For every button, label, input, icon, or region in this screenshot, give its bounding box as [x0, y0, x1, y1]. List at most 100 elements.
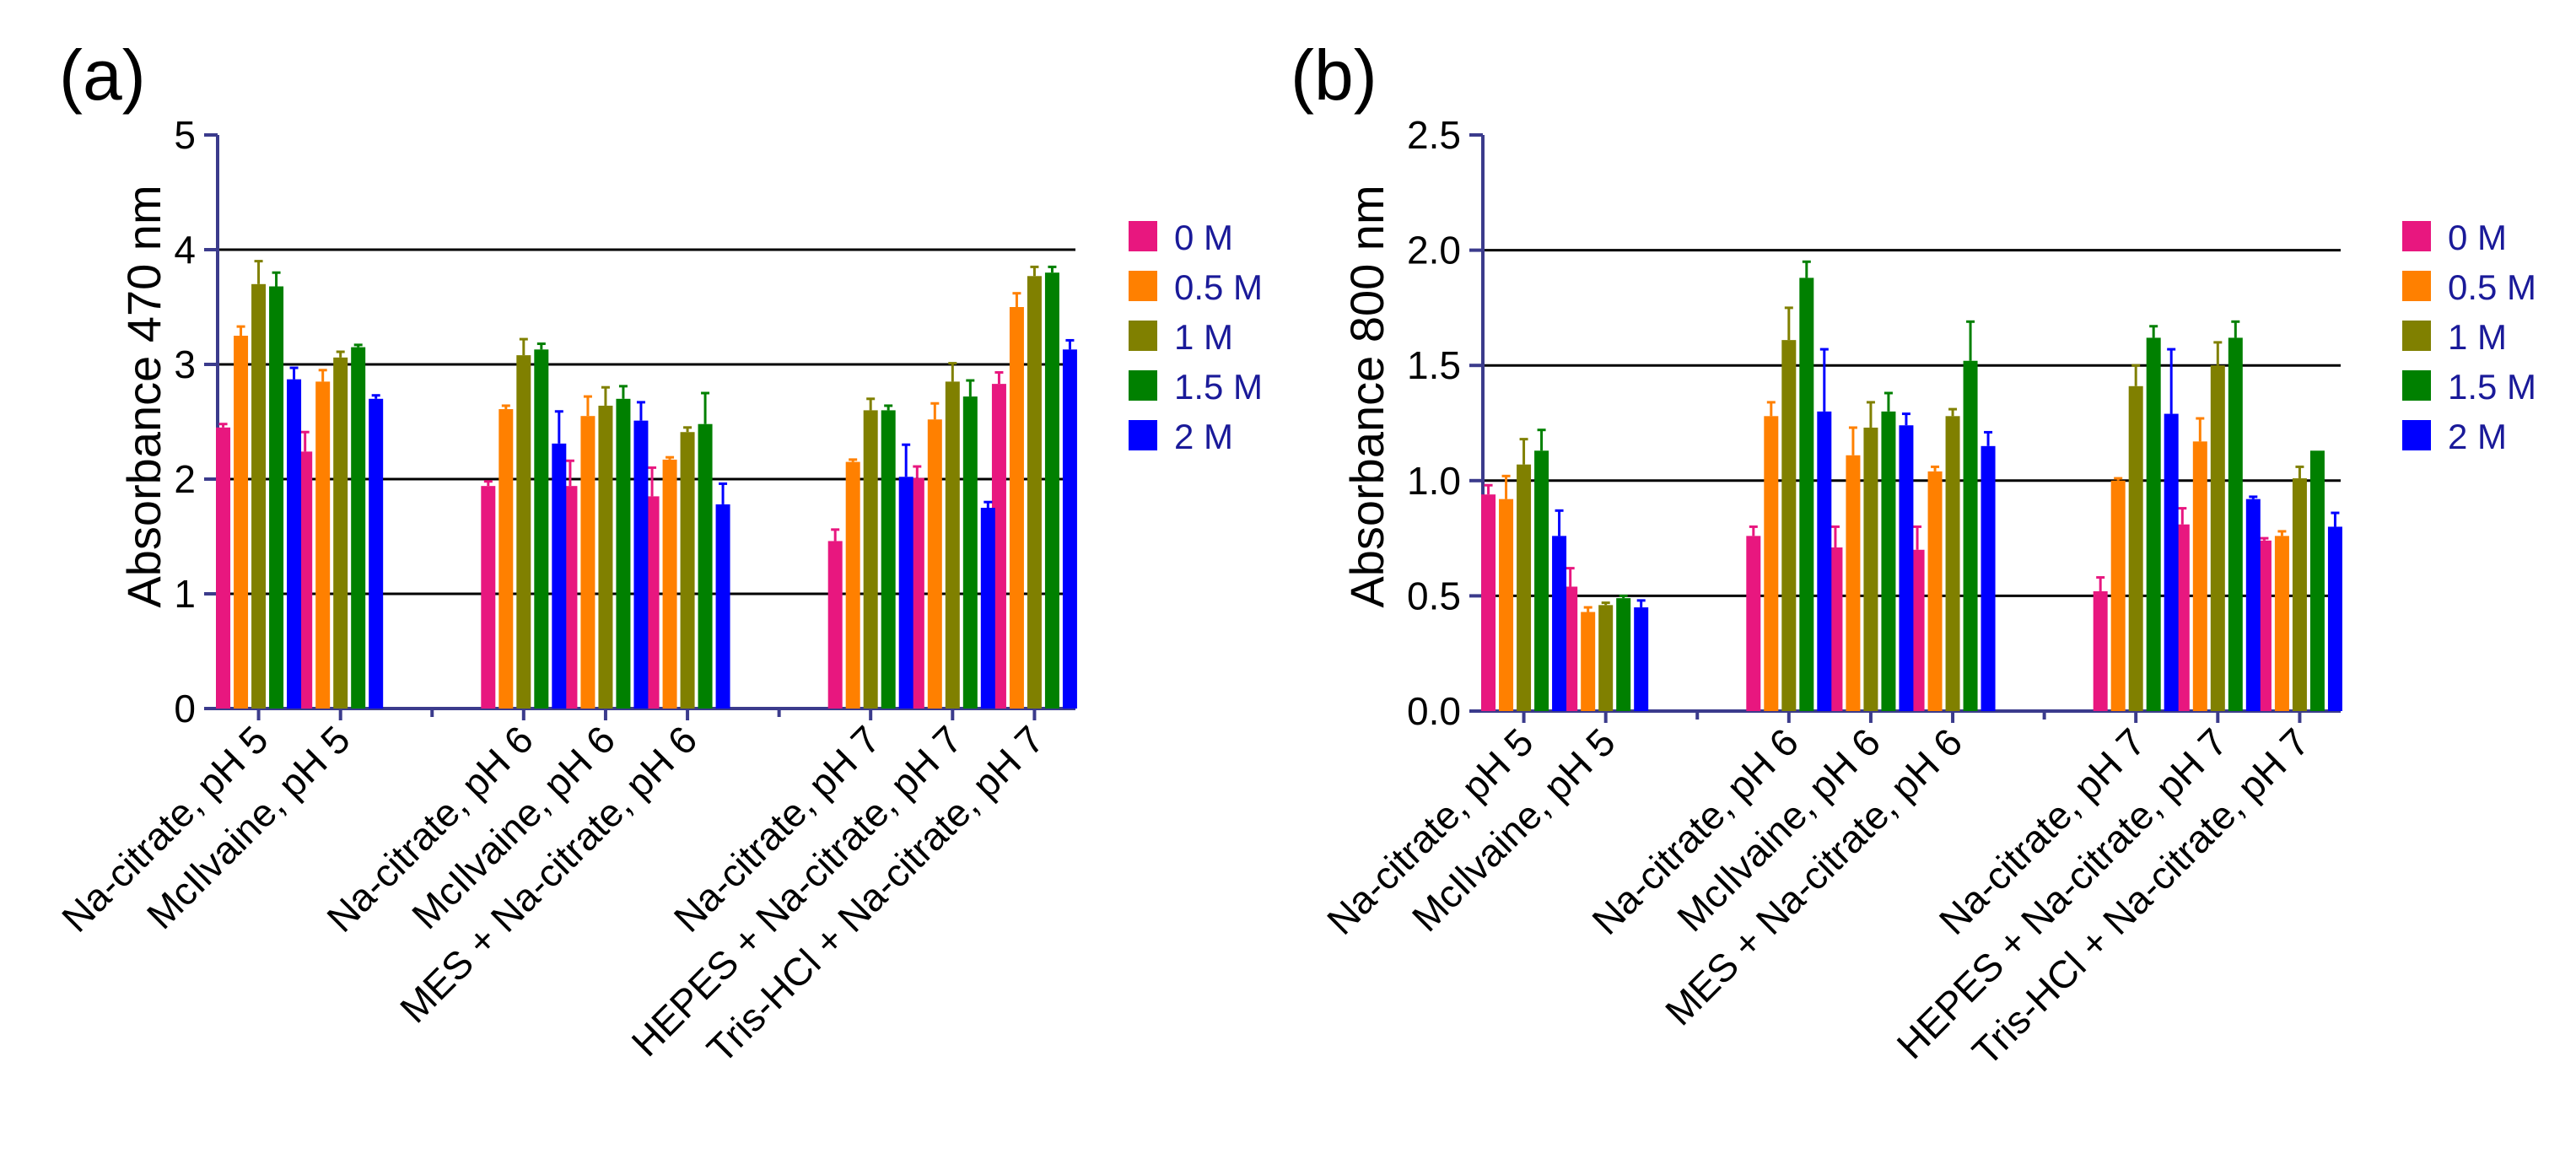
panel-a-y-tick-label: 2 — [174, 457, 196, 501]
panel-b-y-tick-label: 0.5 — [1407, 574, 1461, 617]
panel-b-bar — [1534, 450, 1549, 711]
panel-a-legend-label: 1 M — [1174, 317, 1233, 357]
panel-b-legend-label: 0.5 M — [2448, 267, 2536, 307]
panel-a-bar — [909, 477, 924, 709]
panel-a-bar — [863, 410, 878, 709]
panel-a-bar — [1062, 349, 1077, 709]
panel-a-legend-label: 1.5 M — [1174, 367, 1263, 407]
panel-a-legend-swatch — [1129, 271, 1157, 301]
panel-b-bar — [2327, 526, 2342, 711]
panel-b-bar — [2228, 337, 2243, 711]
panel-b-bar — [1899, 425, 1914, 711]
panel-a-legend-label: 0 M — [1174, 218, 1233, 257]
panel-a-bar — [633, 420, 649, 709]
panel-b-legend-swatch — [2402, 420, 2431, 450]
panel-b-y-tick-label: 2.5 — [1407, 113, 1461, 157]
panel-a-bar — [552, 443, 567, 709]
panel-a-legend-label: 2 M — [1174, 417, 1233, 456]
panel-b-bar — [1499, 499, 1514, 711]
panel-b-bar — [1817, 411, 1832, 711]
panel-a-legend-swatch — [1129, 221, 1157, 251]
panel-a-bar — [369, 398, 384, 709]
panel-a-bar — [315, 381, 331, 709]
panel-a-bar — [680, 432, 695, 709]
panel-a-bar — [234, 336, 249, 709]
panel-a-bar — [498, 409, 514, 709]
panel-b-legend-label: 1.5 M — [2448, 367, 2536, 407]
panel-a-bar — [644, 496, 660, 709]
panel-a-bar — [962, 396, 978, 709]
panel-a-bar — [269, 286, 284, 709]
panel-b-bar — [1981, 445, 1996, 711]
panel-b-label: (b) — [1291, 35, 1377, 115]
panel-a-bar — [251, 283, 267, 709]
panel-b-bar — [1828, 547, 1843, 711]
panel-b-bar — [1799, 278, 1814, 711]
panel-a-bar — [845, 461, 860, 709]
panel-b-bar — [1616, 598, 1631, 711]
panel-b-bar — [1563, 586, 1578, 711]
panel-b-bar — [2192, 441, 2207, 711]
panel-b-bar — [1846, 455, 1861, 711]
panel-a-y-tick-label: 1 — [174, 572, 196, 616]
panel-a-bar — [1044, 272, 1059, 709]
panel-a-bar — [287, 379, 302, 709]
panel-a-y-tick-label: 0 — [174, 687, 196, 730]
panel-b-x-tick-label: Tris-HCl + Na-citrate, pH 7 — [1964, 720, 2318, 1074]
panel-b-bar — [2175, 524, 2190, 711]
panel-a-legend-swatch — [1129, 370, 1157, 401]
panel-a-bar — [827, 541, 843, 709]
panel-a-bar — [534, 349, 549, 709]
panel-a-x-tick-label: Tris-HCl + Na-citrate, pH 7 — [698, 717, 1053, 1071]
panel-a-bar — [715, 504, 730, 709]
panel-b-bar — [1963, 360, 1978, 711]
panel-b-legend-label: 0 M — [2448, 218, 2507, 257]
panel-b-bar — [2164, 413, 2179, 711]
panel-b-bar — [2256, 540, 2272, 711]
panel-b-legend-label: 1 M — [2448, 317, 2507, 357]
panel-b-bar — [1552, 536, 1567, 711]
panel-b-legend-swatch — [2402, 221, 2431, 251]
panel-a-y-axis-label: Absorbance 470 nm — [117, 185, 170, 607]
panel-a-bar — [333, 357, 348, 709]
panel-a-bar — [980, 508, 995, 709]
panel-b-legend-swatch — [2402, 370, 2431, 401]
panel-b-bar — [2245, 499, 2261, 711]
panel-a-bar — [351, 347, 366, 709]
panel-b-bar — [1481, 494, 1496, 711]
panel-a-bar — [598, 405, 613, 709]
panel-b-y-tick-label: 0.0 — [1407, 689, 1461, 733]
panel-b-bar — [2128, 385, 2143, 711]
panel-a-bar — [662, 459, 677, 709]
panel-b-bar — [1863, 427, 1878, 711]
panel-b-bar — [1581, 612, 1596, 711]
panel-a-y-tick-label: 3 — [174, 342, 196, 386]
panel-a-bar — [298, 451, 313, 709]
panel-a-legend-swatch — [1129, 321, 1157, 351]
panel-b-bar — [1598, 605, 1614, 711]
panel-b-bar — [1927, 471, 1943, 711]
panel-a-bar — [881, 410, 896, 709]
panel-a-bar — [945, 381, 960, 709]
panel-b-bar — [2210, 365, 2225, 711]
panel-a-y-tick-label: 5 — [174, 113, 196, 157]
panel-a-bar — [1027, 276, 1042, 709]
panel-b-bar — [1910, 549, 1925, 711]
panel-b-y-tick-label: 1.5 — [1407, 343, 1461, 387]
panel-a-bar — [698, 423, 713, 709]
panel-b-y-tick-label: 2.0 — [1407, 229, 1461, 272]
panel-b-bar — [1881, 411, 1896, 711]
panel-a-bar — [563, 486, 578, 709]
panel-b-bar — [2110, 480, 2126, 711]
panel-b-bar — [2093, 590, 2108, 711]
panel-b-y-tick-label: 1.0 — [1407, 459, 1461, 503]
panel-a-bar — [898, 477, 913, 709]
panel-b-bar — [1945, 416, 1960, 711]
panel-b-y-axis-label: Absorbance 800 nm — [1340, 185, 1393, 607]
panel-b-bar — [1746, 536, 1761, 711]
panel-a-bar — [927, 419, 942, 709]
panel-b-plot: 0.00.51.01.52.02.5Na-citrate, pH 5McIlva… — [1318, 113, 2536, 1074]
panel-a-bar — [216, 427, 231, 709]
